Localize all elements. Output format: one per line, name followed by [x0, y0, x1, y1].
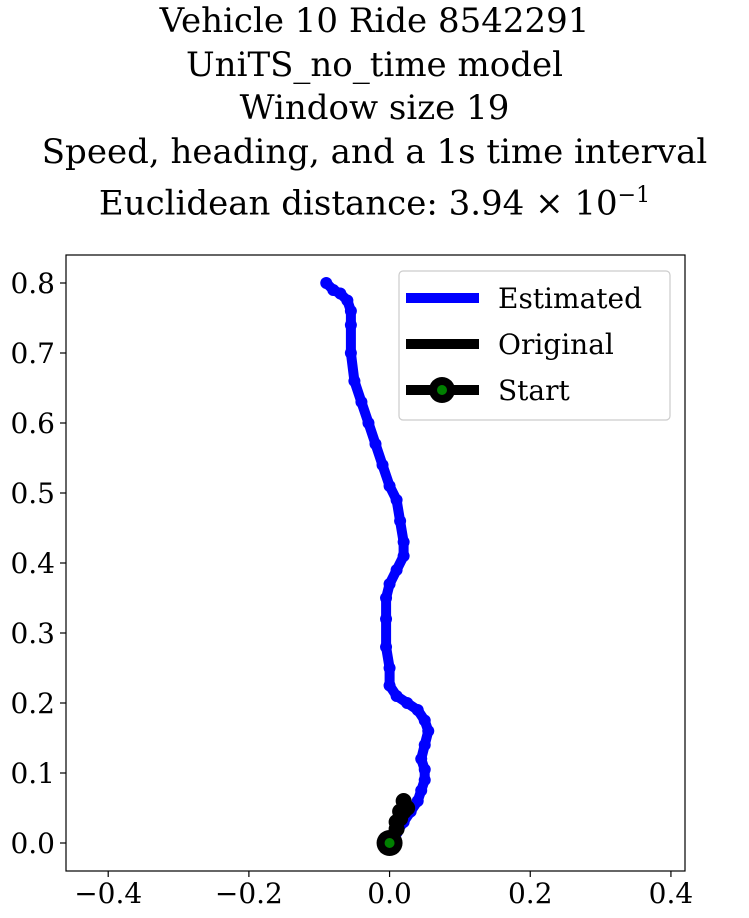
series-point-estimated-28: [369, 438, 382, 450]
title-line-4: Speed, heading, and a 1s time interval: [41, 131, 708, 172]
legend-label-estimated: Estimated: [498, 282, 642, 315]
series-point-estimated-30: [355, 396, 368, 408]
x-tick-label-0: −0.4: [74, 877, 142, 910]
x-tick-label-4: 0.4: [649, 877, 694, 910]
series-point-estimated-13: [401, 697, 414, 709]
title-line-2: UniTS_no_time model: [186, 44, 563, 85]
x-tick-label-1: −0.2: [215, 877, 283, 910]
series-point-estimated-4: [411, 795, 424, 807]
series-point-estimated-14: [390, 690, 403, 702]
distance-value: 3.94 × 10: [448, 183, 618, 224]
series-point-estimated-10: [422, 725, 435, 737]
series-point-estimated-24: [394, 515, 407, 527]
series-layer: [320, 277, 435, 856]
series-point-estimated-27: [376, 459, 389, 471]
series-point-estimated-21: [390, 564, 403, 576]
series-point-estimated-33: [344, 319, 357, 331]
series-point-estimated-19: [380, 592, 393, 604]
series-point-estimated-31: [348, 375, 361, 387]
series-point-estimated-26: [383, 480, 396, 492]
series-point-estimated-16: [383, 662, 396, 674]
series-point-estimated-6: [418, 774, 431, 786]
chart-title: Vehicle 10 Ride 8542291 UniTS_no_time mo…: [0, 0, 749, 226]
x-tick-label-3: 0.2: [508, 877, 553, 910]
series-point-estimated-7: [418, 763, 431, 776]
legend: Estimated Original Start: [398, 270, 671, 421]
series-point-estimated-17: [380, 641, 393, 653]
start-marker-inner: [384, 838, 395, 848]
ticks-layer: −0.4 −0.2 0.0 0.2 0.4 0.0 0.1 0.2 0.3 0.4 0.5 0.6 0.…: [10, 267, 693, 910]
y-tick-label-1: 0.1: [10, 757, 55, 790]
series-point-estimated-32: [344, 347, 357, 359]
series-point-estimated-25: [390, 494, 403, 506]
distance-label: Euclidean distance:: [98, 183, 438, 224]
y-tick-label-2: 0.2: [10, 687, 55, 720]
series-point-estimated-22: [397, 550, 410, 562]
series-point-estimated-15: [383, 679, 396, 692]
y-tick-label-5: 0.5: [10, 477, 55, 510]
title-line-1: Vehicle 10 Ride 8542291: [159, 1, 590, 41]
series-point-estimated-18: [380, 613, 393, 625]
distance-exponent: −1: [617, 183, 651, 208]
series-point-estimated-38: [320, 277, 333, 289]
y-tick-label-8: 0.8: [10, 267, 55, 300]
title-line-5: Euclidean distance: 3.94 × 10−1: [0, 174, 749, 226]
series-point-estimated-9: [418, 739, 431, 751]
title-line-3: Window size 19: [239, 88, 510, 128]
series-point-estimated-20: [383, 578, 396, 590]
series-point-estimated-12: [411, 704, 424, 716]
series-point-estimated-29: [362, 417, 375, 429]
y-tick-label-4: 0.4: [10, 547, 55, 580]
series-point-estimated-8: [415, 753, 428, 765]
legend-label-start: Start: [498, 374, 571, 407]
series-point-estimated-34: [344, 305, 357, 317]
series-point-estimated-23: [397, 536, 410, 548]
series-point-original-7: [388, 814, 405, 830]
legend-box: [398, 270, 671, 421]
y-tick-label-6: 0.6: [10, 407, 55, 440]
x-tick-label-2: 0.0: [367, 877, 412, 910]
series-point-estimated-11: [418, 714, 431, 727]
legend-start-marker-inner: [437, 385, 447, 395]
y-tick-label-7: 0.7: [10, 337, 55, 370]
series-point-estimated-5: [415, 784, 428, 797]
y-tick-label-0: 0.0: [10, 827, 55, 860]
legend-label-original: Original: [498, 328, 614, 361]
y-tick-label-3: 0.3: [10, 617, 55, 650]
